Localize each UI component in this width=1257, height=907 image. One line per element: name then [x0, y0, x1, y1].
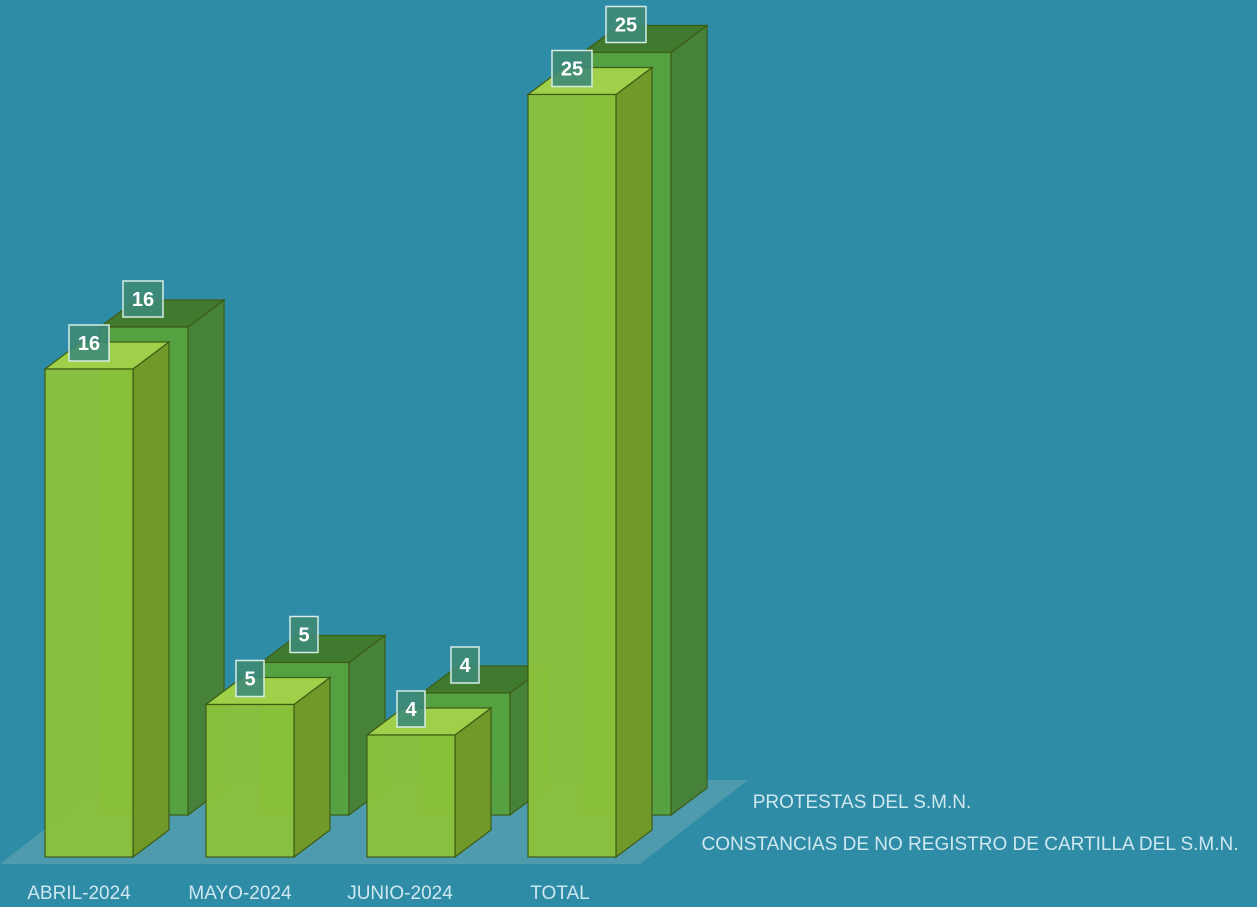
data-label-back-3-box — [605, 5, 647, 44]
data-label-front-1: 5 — [244, 669, 255, 691]
data-label-back-1: 5 — [298, 625, 309, 647]
series-label-protestas: PROTESTAS DEL S.M.N. — [753, 792, 972, 813]
data-label-front-2-box — [396, 690, 426, 728]
bar-back-3-side — [670, 24, 708, 817]
bar-front-1-face — [205, 703, 295, 858]
series-label-constancias: CONSTANCIAS DE NO REGISTRO DE CARTILLA D… — [701, 834, 1238, 855]
data-label-front-1-box — [235, 659, 265, 698]
bar-front-2 — [365, 706, 493, 859]
data-label-front-3-box — [551, 49, 593, 88]
data-label-front-0-box — [68, 324, 110, 362]
category-label-mayo: MAYO-2024 — [188, 883, 292, 904]
bar-front-0-face — [44, 368, 134, 858]
data-label-back-1-box — [289, 615, 319, 654]
bar-front-1-side — [293, 676, 331, 859]
bar-front-3 — [526, 66, 654, 859]
data-label-back-3: 25 — [615, 15, 637, 37]
bar-front-0-side — [132, 340, 170, 859]
category-label-junio: JUNIO-2024 — [347, 883, 453, 904]
bar-front-3-face — [527, 93, 617, 858]
data-label-front-2: 4 — [405, 699, 417, 721]
data-label-back-0: 16 — [132, 289, 154, 311]
bar-front-3-side — [615, 66, 653, 859]
bars-group — [43, 24, 709, 859]
data-label-back-2: 4 — [459, 655, 471, 677]
bar-front-1 — [204, 676, 332, 859]
data-label-front-3: 25 — [561, 59, 583, 81]
data-label-front-0: 16 — [78, 333, 100, 355]
data-label-back-0-box — [122, 280, 164, 318]
data-labels-group: 16 5 4 25 16 5 4 25 — [68, 5, 647, 728]
category-label-abril: ABRIL-2024 — [27, 883, 131, 904]
data-label-back-2-box — [450, 646, 480, 684]
bar-front-2-face — [366, 734, 456, 858]
category-label-total: TOTAL — [530, 883, 589, 904]
bar-front-0 — [43, 340, 171, 859]
